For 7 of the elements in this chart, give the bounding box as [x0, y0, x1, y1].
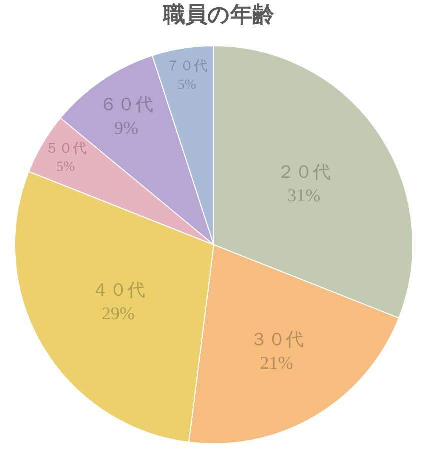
data-label: 29%: [102, 303, 135, 324]
chart-title: 職員の年齢: [162, 2, 276, 28]
slice-label: ４０代: [91, 280, 146, 300]
data-label: 5%: [56, 160, 76, 176]
slice-label: ５０代: [44, 140, 87, 157]
data-label: 21%: [260, 352, 294, 373]
slice-label: ３０代: [250, 330, 304, 350]
